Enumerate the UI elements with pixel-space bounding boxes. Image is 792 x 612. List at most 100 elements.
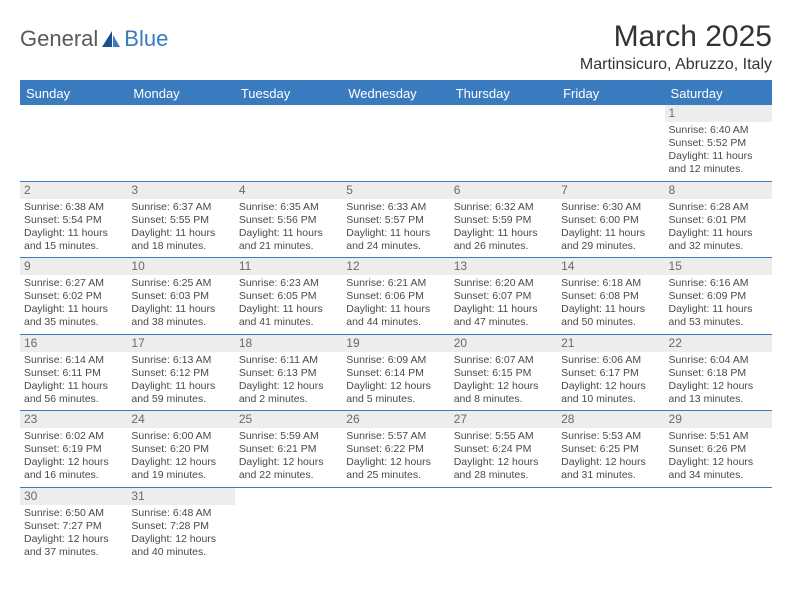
- calendar-day-cell: 14Sunrise: 6:18 AMSunset: 6:08 PMDayligh…: [557, 258, 664, 335]
- day-number: 11: [235, 258, 342, 275]
- calendar-day-cell: 13Sunrise: 6:20 AMSunset: 6:07 PMDayligh…: [450, 258, 557, 335]
- day-number: 21: [557, 335, 664, 352]
- day-number: 26: [342, 411, 449, 428]
- weekday-header: Friday: [557, 81, 664, 105]
- daylight-text: Daylight: 11 hours and 26 minutes.: [454, 227, 553, 253]
- calendar-day-cell: [342, 487, 449, 563]
- calendar-day-cell: 9Sunrise: 6:27 AMSunset: 6:02 PMDaylight…: [20, 258, 127, 335]
- sunset-text: Sunset: 5:52 PM: [669, 137, 768, 150]
- sunset-text: Sunset: 6:14 PM: [346, 367, 445, 380]
- sunset-text: Sunset: 6:13 PM: [239, 367, 338, 380]
- day-number: 19: [342, 335, 449, 352]
- daylight-text: Daylight: 11 hours and 56 minutes.: [24, 380, 123, 406]
- sunset-text: Sunset: 6:24 PM: [454, 443, 553, 456]
- day-number: 29: [665, 411, 772, 428]
- calendar-week-row: 30Sunrise: 6:50 AMSunset: 7:27 PMDayligh…: [20, 487, 772, 563]
- calendar-day-cell: 11Sunrise: 6:23 AMSunset: 6:05 PMDayligh…: [235, 258, 342, 335]
- daylight-text: Daylight: 11 hours and 18 minutes.: [131, 227, 230, 253]
- calendar-day-cell: [557, 105, 664, 181]
- day-number: 30: [20, 488, 127, 505]
- location-label: Martinsicuro, Abruzzo, Italy: [580, 56, 772, 74]
- sunrise-text: Sunrise: 6:28 AM: [669, 201, 768, 214]
- sunrise-text: Sunrise: 6:04 AM: [669, 354, 768, 367]
- calendar-day-cell: [20, 105, 127, 181]
- daylight-text: Daylight: 12 hours and 25 minutes.: [346, 456, 445, 482]
- calendar-week-row: 9Sunrise: 6:27 AMSunset: 6:02 PMDaylight…: [20, 258, 772, 335]
- day-number: 1: [665, 105, 772, 122]
- daylight-text: Daylight: 12 hours and 13 minutes.: [669, 380, 768, 406]
- sunset-text: Sunset: 6:01 PM: [669, 214, 768, 227]
- sunset-text: Sunset: 7:28 PM: [131, 520, 230, 533]
- calendar-day-cell: [235, 487, 342, 563]
- calendar-day-cell: 8Sunrise: 6:28 AMSunset: 6:01 PMDaylight…: [665, 181, 772, 258]
- sunset-text: Sunset: 6:02 PM: [24, 290, 123, 303]
- weekday-header: Sunday: [20, 81, 127, 105]
- sunset-text: Sunset: 7:27 PM: [24, 520, 123, 533]
- calendar-day-cell: [342, 105, 449, 181]
- daylight-text: Daylight: 12 hours and 10 minutes.: [561, 380, 660, 406]
- daylight-text: Daylight: 11 hours and 50 minutes.: [561, 303, 660, 329]
- calendar-week-row: 23Sunrise: 6:02 AMSunset: 6:19 PMDayligh…: [20, 411, 772, 488]
- day-number: 22: [665, 335, 772, 352]
- day-number: 6: [450, 182, 557, 199]
- daylight-text: Daylight: 12 hours and 22 minutes.: [239, 456, 338, 482]
- page-title: March 2025: [580, 20, 772, 54]
- daylight-text: Daylight: 11 hours and 59 minutes.: [131, 380, 230, 406]
- sunset-text: Sunset: 6:09 PM: [669, 290, 768, 303]
- weekday-header: Monday: [127, 81, 234, 105]
- weekday-header-row: Sunday Monday Tuesday Wednesday Thursday…: [20, 81, 772, 105]
- sunset-text: Sunset: 6:18 PM: [669, 367, 768, 380]
- day-number: 20: [450, 335, 557, 352]
- sunrise-text: Sunrise: 6:30 AM: [561, 201, 660, 214]
- brand-logo: General Blue: [20, 26, 168, 52]
- daylight-text: Daylight: 12 hours and 37 minutes.: [24, 533, 123, 559]
- daylight-text: Daylight: 12 hours and 16 minutes.: [24, 456, 123, 482]
- sunrise-text: Sunrise: 6:06 AM: [561, 354, 660, 367]
- brand-blue: Blue: [124, 26, 168, 52]
- daylight-text: Daylight: 12 hours and 19 minutes.: [131, 456, 230, 482]
- sunrise-text: Sunrise: 6:21 AM: [346, 277, 445, 290]
- calendar-day-cell: 10Sunrise: 6:25 AMSunset: 6:03 PMDayligh…: [127, 258, 234, 335]
- sail-icon: [100, 29, 122, 49]
- calendar-day-cell: 30Sunrise: 6:50 AMSunset: 7:27 PMDayligh…: [20, 487, 127, 563]
- day-number: 13: [450, 258, 557, 275]
- calendar-table: Sunday Monday Tuesday Wednesday Thursday…: [20, 80, 772, 563]
- sunrise-text: Sunrise: 5:51 AM: [669, 430, 768, 443]
- daylight-text: Daylight: 12 hours and 40 minutes.: [131, 533, 230, 559]
- brand-general: General: [20, 26, 98, 52]
- sunset-text: Sunset: 5:57 PM: [346, 214, 445, 227]
- sunset-text: Sunset: 5:55 PM: [131, 214, 230, 227]
- calendar-day-cell: 2Sunrise: 6:38 AMSunset: 5:54 PMDaylight…: [20, 181, 127, 258]
- sunrise-text: Sunrise: 6:07 AM: [454, 354, 553, 367]
- sunrise-text: Sunrise: 6:38 AM: [24, 201, 123, 214]
- sunrise-text: Sunrise: 6:33 AM: [346, 201, 445, 214]
- calendar-day-cell: 28Sunrise: 5:53 AMSunset: 6:25 PMDayligh…: [557, 411, 664, 488]
- daylight-text: Daylight: 11 hours and 53 minutes.: [669, 303, 768, 329]
- calendar-day-cell: 4Sunrise: 6:35 AMSunset: 5:56 PMDaylight…: [235, 181, 342, 258]
- day-number: 14: [557, 258, 664, 275]
- calendar-day-cell: 19Sunrise: 6:09 AMSunset: 6:14 PMDayligh…: [342, 334, 449, 411]
- sunset-text: Sunset: 6:26 PM: [669, 443, 768, 456]
- sunrise-text: Sunrise: 6:25 AM: [131, 277, 230, 290]
- sunset-text: Sunset: 6:19 PM: [24, 443, 123, 456]
- day-number: 5: [342, 182, 449, 199]
- sunset-text: Sunset: 5:56 PM: [239, 214, 338, 227]
- sunrise-text: Sunrise: 6:23 AM: [239, 277, 338, 290]
- weekday-header: Thursday: [450, 81, 557, 105]
- weekday-header: Tuesday: [235, 81, 342, 105]
- calendar-body: 1Sunrise: 6:40 AMSunset: 5:52 PMDaylight…: [20, 105, 772, 563]
- calendar-day-cell: 29Sunrise: 5:51 AMSunset: 6:26 PMDayligh…: [665, 411, 772, 488]
- calendar-day-cell: [450, 105, 557, 181]
- sunset-text: Sunset: 5:54 PM: [24, 214, 123, 227]
- day-number: 7: [557, 182, 664, 199]
- daylight-text: Daylight: 12 hours and 5 minutes.: [346, 380, 445, 406]
- day-number: 28: [557, 411, 664, 428]
- sunrise-text: Sunrise: 6:32 AM: [454, 201, 553, 214]
- weekday-header: Saturday: [665, 81, 772, 105]
- day-number: 24: [127, 411, 234, 428]
- sunrise-text: Sunrise: 6:37 AM: [131, 201, 230, 214]
- sunset-text: Sunset: 6:21 PM: [239, 443, 338, 456]
- calendar-day-cell: [665, 487, 772, 563]
- sunrise-text: Sunrise: 6:27 AM: [24, 277, 123, 290]
- calendar-day-cell: 6Sunrise: 6:32 AMSunset: 5:59 PMDaylight…: [450, 181, 557, 258]
